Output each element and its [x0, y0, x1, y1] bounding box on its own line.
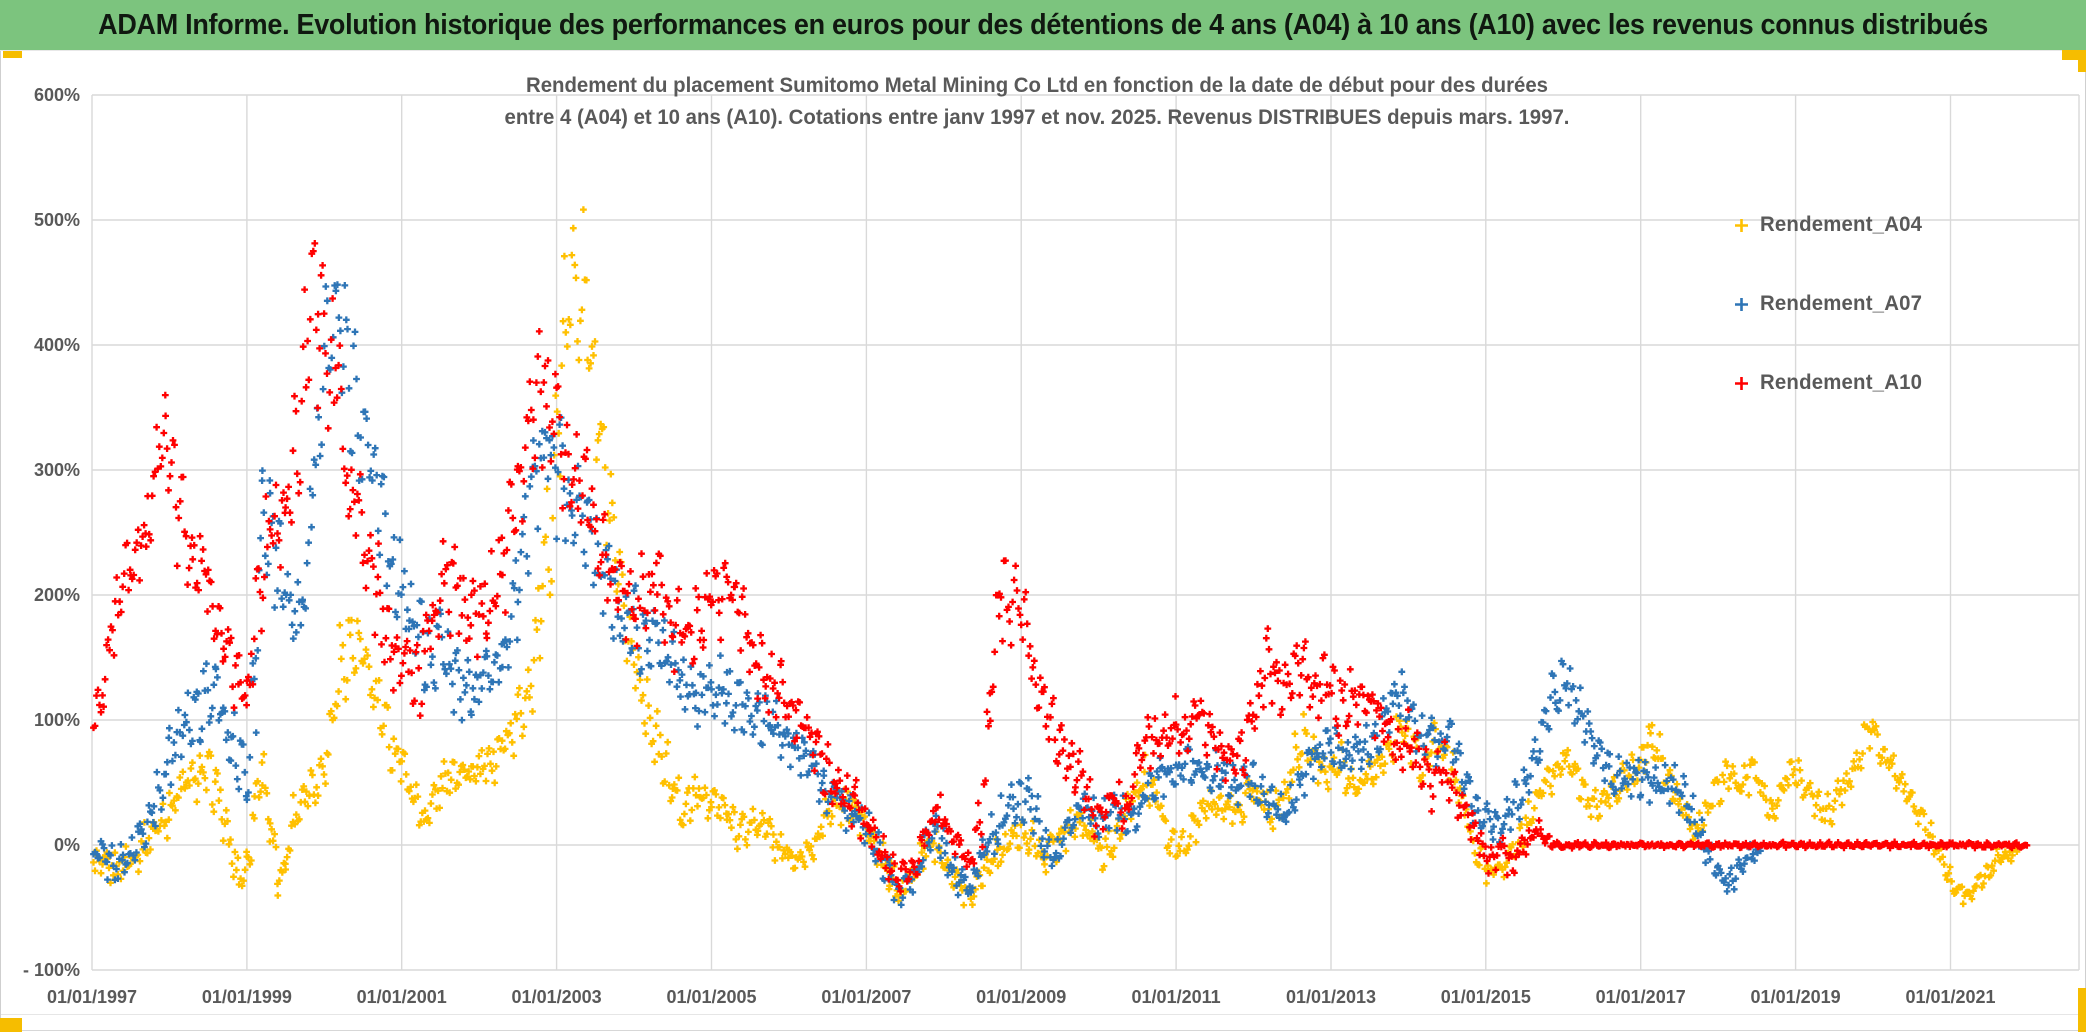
header-title: ADAM Informe. Evolution historique des p…: [98, 8, 1988, 41]
x-axis-tick-label: 01/01/2011: [1132, 987, 1221, 1007]
gold-accent-top-right-edge: [2078, 50, 2086, 72]
legend-item-rendement-a04: Rendement_A04: [1735, 207, 1927, 243]
gold-accent-top-right: [2062, 50, 2086, 60]
y-axis-tick-label: 400%: [34, 335, 80, 355]
header-banner: ADAM Informe. Evolution historique des p…: [0, 0, 2086, 51]
gold-accent-bottom-left: [0, 1018, 22, 1032]
x-axis-tick-label: 01/01/2007: [821, 987, 911, 1007]
x-axis-tick-label: 01/01/2013: [1286, 987, 1376, 1007]
x-axis-tick-label: 01/01/1999: [202, 987, 292, 1007]
legend-item-rendement-a10: Rendement_A10: [1735, 365, 1927, 401]
chart-title-line1: Rendement du placement Sumitomo Metal Mi…: [526, 74, 1548, 97]
legend-item-rendement-a07: Rendement_A07: [1735, 286, 1927, 322]
x-axis-tick-label: 01/01/2015: [1441, 987, 1531, 1007]
chart-title: Rendement du placement Sumitomo Metal Mi…: [416, 70, 1658, 134]
x-axis-tick-label: 01/01/2003: [512, 987, 602, 1007]
legend-label: Rendement_A04: [1760, 213, 1923, 236]
y-axis-tick-label: 0%: [54, 835, 80, 855]
y-axis-tick-label: 500%: [34, 210, 80, 230]
plus-marker-icon: [1735, 376, 1748, 390]
x-axis-tick-label: 01/01/1997: [47, 987, 137, 1007]
y-axis-tick-label: 600%: [34, 85, 80, 105]
gold-accent-bottom-right-edge: [2078, 988, 2086, 1032]
y-axis-tick-label: 200%: [34, 585, 80, 605]
y-axis-tick-label: 100%: [34, 710, 80, 730]
chart-title-line2: entre 4 (A04) et 10 ans (A10). Cotations…: [504, 106, 1570, 129]
y-axis-tick-label: 300%: [34, 460, 80, 480]
x-axis-tick-label: 01/01/2005: [666, 987, 756, 1007]
legend-label: Rendement_A07: [1760, 292, 1923, 315]
x-axis-tick-label: 01/01/2021: [1905, 987, 1995, 1007]
y-axis-tick-label: - 100%: [23, 960, 80, 980]
chart-frame-bottom-line: [0, 1014, 2086, 1015]
x-axis-tick-label: 01/01/2019: [1751, 987, 1841, 1007]
x-axis-tick-label: 01/01/2001: [357, 987, 447, 1007]
x-axis-tick-label: 01/01/2017: [1596, 987, 1686, 1007]
series-points-Rendement_A10: [90, 240, 2031, 895]
plus-marker-icon: [1735, 218, 1748, 232]
plus-marker-icon: [1735, 297, 1748, 311]
x-axis-tick-label: 01/01/2009: [976, 987, 1066, 1007]
legend-label: Rendement_A10: [1760, 371, 1923, 394]
gold-accent-top-left: [3, 51, 22, 58]
